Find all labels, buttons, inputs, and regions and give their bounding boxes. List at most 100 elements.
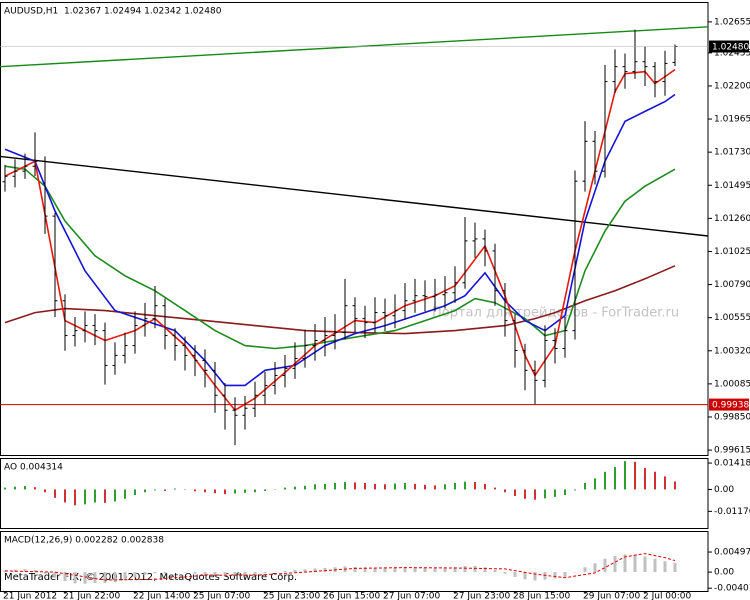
macd-bar bbox=[393, 567, 397, 573]
macd-bar bbox=[563, 572, 567, 577]
line bbox=[0, 155, 709, 237]
y-tick-label: 0.99615 bbox=[714, 446, 750, 456]
macd-bar bbox=[523, 572, 527, 580]
x-tick-label: 25 Jun 23:00 bbox=[263, 592, 320, 600]
macd-bar bbox=[673, 562, 677, 573]
y-tick-label: 0.01418 bbox=[714, 459, 750, 469]
macd-bar bbox=[383, 568, 387, 573]
x-tick-label: 21 Jun 22:00 bbox=[63, 592, 120, 600]
macd-bar bbox=[303, 569, 307, 573]
macd-bar bbox=[83, 572, 87, 584]
x-tick-label: 22 Jun 14:00 bbox=[133, 592, 190, 600]
y-tick-label: 1.00085 bbox=[714, 379, 750, 389]
macd-bar bbox=[373, 567, 377, 573]
macd-bar bbox=[643, 556, 647, 573]
panel-title: MACD(12,26,9) 0.002282 0.002838 bbox=[4, 536, 164, 546]
macd-bar bbox=[513, 572, 517, 577]
x-tick-label: 27 Jun 23:00 bbox=[453, 592, 510, 600]
macd-bar bbox=[193, 572, 197, 574]
macd-bar bbox=[543, 572, 547, 580]
macd-bar bbox=[663, 561, 667, 573]
x-tick-label: 2 Jul 00:00 bbox=[643, 592, 692, 600]
y-tick-label: 0.00 bbox=[714, 568, 734, 578]
y-tick-label: 1.01260 bbox=[714, 214, 750, 224]
macd-bar bbox=[603, 558, 607, 573]
macd-bar bbox=[213, 572, 217, 576]
panel-frame bbox=[0, 531, 709, 592]
macd-bar bbox=[653, 558, 657, 573]
y-tick-label: 1.01025 bbox=[714, 247, 750, 257]
panel-frame bbox=[0, 458, 709, 529]
macd-bar bbox=[143, 572, 147, 575]
macd-bar bbox=[433, 568, 437, 573]
macd-bar bbox=[43, 572, 47, 574]
macd-bar bbox=[463, 566, 467, 573]
y-tick-label: -0.01176 bbox=[714, 507, 750, 517]
macd-bar bbox=[633, 554, 637, 573]
macd-bar bbox=[503, 572, 507, 574]
x-tick-label: 28 Jun 15:00 bbox=[513, 592, 570, 600]
hline-label: 0.99938 bbox=[712, 401, 749, 411]
x-tick-label: 27 Jun 07:00 bbox=[383, 592, 440, 600]
y-tick-label: 1.02435 bbox=[714, 48, 750, 58]
macd-bar bbox=[203, 572, 207, 575]
macd-bar bbox=[323, 568, 327, 573]
y-tick-label: 1.01495 bbox=[714, 181, 750, 191]
line bbox=[4, 553, 676, 581]
y-tick-label: 1.00790 bbox=[714, 280, 750, 290]
bid-label-box bbox=[709, 40, 749, 53]
macd-bar bbox=[553, 572, 557, 579]
y-tick-label: 1.02655 bbox=[714, 17, 750, 27]
y-tick-label: 1.02200 bbox=[714, 81, 750, 91]
y-tick-label: -0.00401 bbox=[714, 584, 750, 594]
y-tick-label: 1.00320 bbox=[714, 346, 750, 356]
macd-bar bbox=[163, 572, 167, 574]
macd-bar bbox=[623, 554, 627, 573]
macd-bar bbox=[493, 570, 497, 573]
macd-bar bbox=[483, 567, 487, 573]
macd-bar bbox=[423, 568, 427, 573]
macd-bar bbox=[283, 570, 287, 573]
y-tick-label: 0.004977 bbox=[714, 548, 750, 558]
x-tick-label: 21 Jun 2012 bbox=[3, 592, 57, 600]
macd-bar bbox=[313, 568, 317, 573]
x-tick-label: 29 Jun 07:00 bbox=[583, 592, 640, 600]
macd-bar bbox=[403, 567, 407, 573]
y-tick-label: 1.01730 bbox=[714, 148, 750, 158]
macd-bar bbox=[233, 572, 237, 576]
macd-bar bbox=[443, 568, 447, 573]
panel-title: AUDUSD,H1 1.02367 1.02494 1.02342 1.0248… bbox=[4, 7, 222, 17]
macd-bar bbox=[13, 569, 17, 573]
macd-bar bbox=[73, 572, 77, 584]
macd-bar bbox=[133, 572, 137, 578]
macd-bar bbox=[103, 572, 107, 583]
panel-title: AO 0.004314 bbox=[4, 463, 63, 473]
macd-bar bbox=[53, 572, 57, 578]
panel-frame bbox=[0, 2, 709, 456]
macd-bar bbox=[153, 572, 157, 574]
y-tick-label: 1.01965 bbox=[714, 115, 750, 125]
bid-label: 1.02480 bbox=[712, 43, 749, 53]
macd-bar bbox=[223, 572, 227, 577]
macd-bar bbox=[473, 566, 477, 573]
macd-bar bbox=[263, 572, 267, 574]
macd-bar bbox=[243, 572, 247, 576]
macd-bar bbox=[23, 569, 27, 573]
macd-bar bbox=[353, 566, 357, 573]
macd-bar bbox=[583, 567, 587, 573]
macd-bar bbox=[453, 567, 457, 573]
macd-bar bbox=[613, 555, 617, 573]
x-tick-label: 25 Jun 07:00 bbox=[193, 592, 250, 600]
macd-bar bbox=[33, 570, 37, 573]
macd-bar bbox=[413, 567, 417, 573]
y-tick-label: 0.00 bbox=[714, 485, 734, 495]
y-tick-label: 1.00555 bbox=[714, 313, 750, 323]
macd-bar bbox=[293, 570, 297, 573]
macd-bar bbox=[253, 572, 257, 575]
x-tick-label: 26 Jun 15:00 bbox=[323, 592, 380, 600]
macd-bar bbox=[533, 572, 537, 581]
macd-bar bbox=[123, 572, 127, 581]
copyright: MetaTrader FIX, © 2001-2012, MetaQuotes … bbox=[4, 572, 297, 583]
hline-label-box bbox=[709, 398, 749, 411]
